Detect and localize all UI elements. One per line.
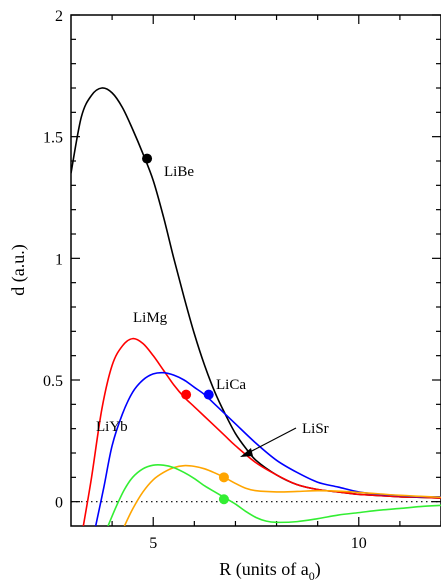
lisr-arrow-head bbox=[240, 448, 253, 457]
y-tick-label: 2 bbox=[55, 8, 63, 25]
series-line-libe bbox=[71, 87, 441, 499]
lisr-arrow-line bbox=[247, 427, 297, 454]
series-line-liyb bbox=[107, 463, 441, 526]
series-layer bbox=[71, 87, 441, 526]
x-axis-title-subscript: 0 bbox=[309, 569, 315, 581]
axes-layer: 5 10 0 0.5 1 1.5 2 bbox=[43, 8, 441, 552]
x-axis-title-main: R (units of a bbox=[219, 559, 309, 580]
label-limg: LiMg bbox=[133, 310, 168, 326]
y-tick-label: 0 bbox=[55, 495, 63, 512]
marker-libe bbox=[142, 153, 153, 164]
x-axis-title: R (units of a0) bbox=[219, 559, 321, 581]
marker-lisr bbox=[218, 472, 229, 483]
marker-lica bbox=[203, 389, 214, 400]
x-axis-title-close: ) bbox=[315, 559, 321, 580]
series-line-limg bbox=[82, 337, 441, 526]
marker-layer bbox=[142, 153, 229, 505]
marker-limg bbox=[181, 389, 192, 400]
label-lica: LiCa bbox=[216, 377, 246, 393]
y-axis-title: d (a.u.) bbox=[8, 244, 29, 295]
label-liyb: LiYb bbox=[96, 419, 128, 435]
series-line-lisr bbox=[123, 464, 441, 526]
label-libe: LiBe bbox=[164, 164, 194, 180]
series-line-lica bbox=[94, 371, 441, 526]
x-tick-label: 10 bbox=[351, 535, 367, 552]
y-tick-label: 1 bbox=[55, 251, 63, 268]
y-tick-label: 1.5 bbox=[43, 130, 63, 147]
marker-liyb bbox=[218, 494, 229, 505]
y-tick-label: 0.5 bbox=[43, 373, 63, 390]
plot-frame bbox=[70, 14, 441, 527]
label-lisr: LiSr bbox=[302, 421, 329, 437]
x-tick-label: 5 bbox=[149, 535, 157, 552]
